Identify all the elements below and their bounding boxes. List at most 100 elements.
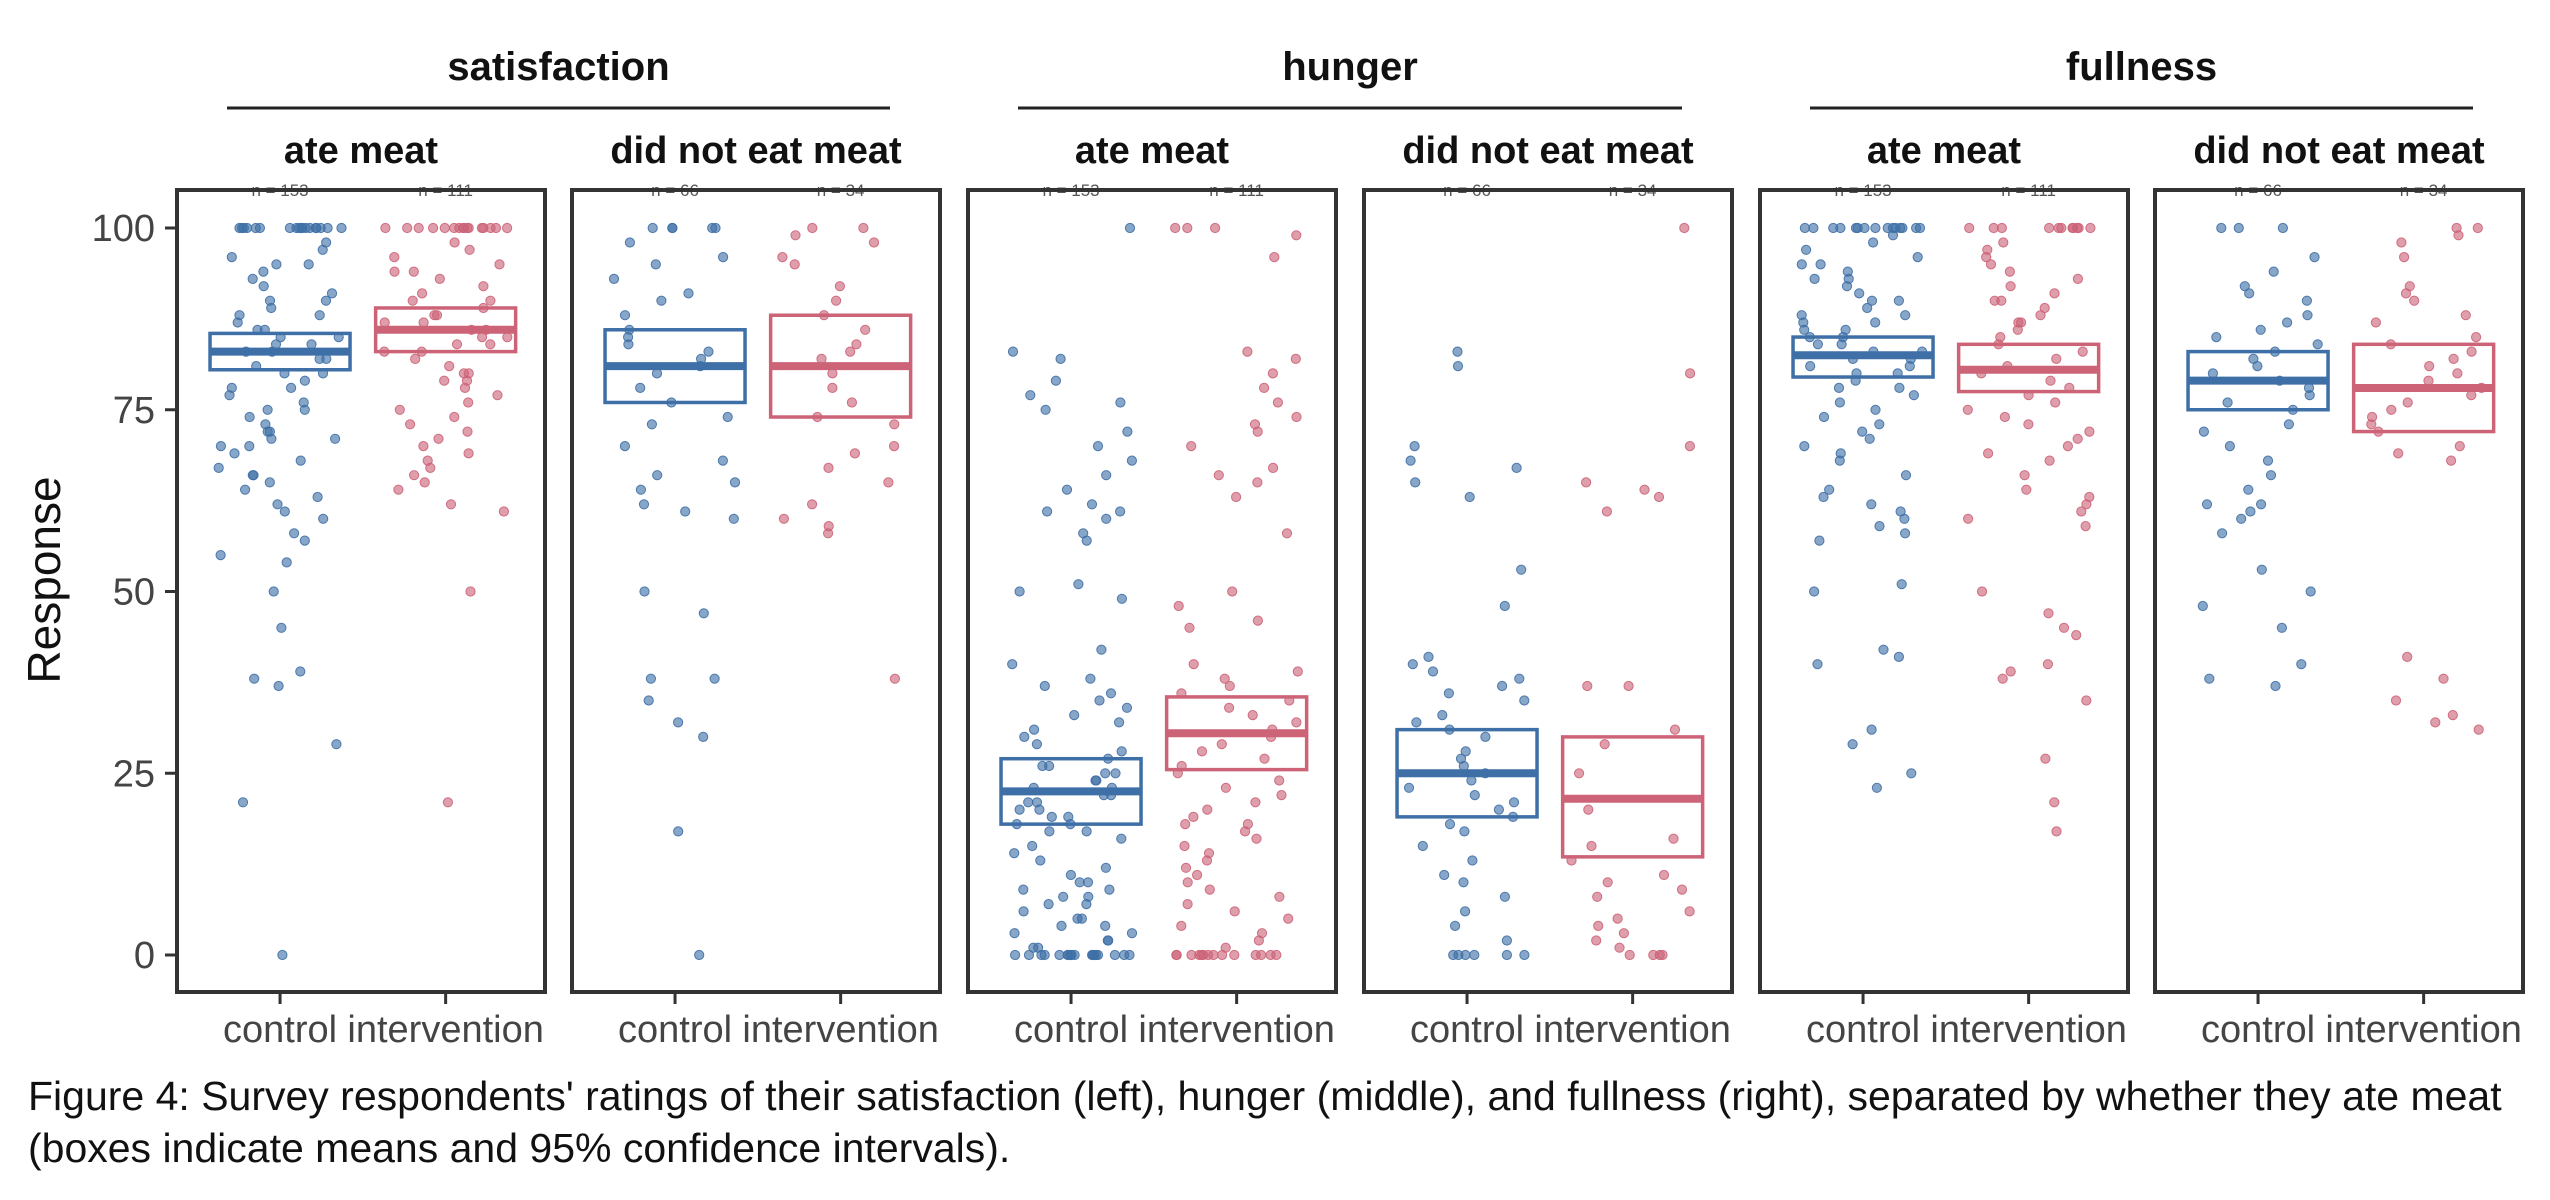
data-point: [1866, 499, 1877, 510]
data-point: [463, 397, 474, 408]
data-point: [1074, 877, 1085, 888]
data-point: [1031, 739, 1043, 750]
data-point: [2004, 266, 2016, 277]
data-point: [1493, 804, 1505, 815]
data-point: [2453, 230, 2464, 241]
data-point: [326, 288, 338, 299]
data-point: [2077, 346, 2088, 357]
panel-frame: [2153, 188, 2525, 994]
data-point: [2239, 281, 2250, 292]
data-point: [1010, 949, 1021, 961]
data-point: [1104, 884, 1115, 895]
data-point: [889, 419, 900, 430]
data-point: [1029, 724, 1040, 735]
data-point: [1014, 586, 1025, 597]
data-point: [314, 310, 325, 321]
data-point: [1808, 222, 1819, 234]
data-point: [409, 470, 420, 481]
data-point: [464, 244, 475, 255]
data-point: [492, 390, 503, 401]
data-point: [1100, 862, 1112, 873]
data-point: [419, 477, 430, 488]
data-point: [2256, 499, 2267, 510]
data-point: [1833, 382, 1845, 393]
data-point: [1458, 760, 1469, 772]
data-point: [2071, 630, 2082, 641]
data-point: [1116, 833, 1127, 844]
data-point: [1274, 775, 1285, 786]
data-point: [643, 695, 654, 706]
data-point: [1217, 949, 1228, 961]
data-point: [2409, 295, 2420, 306]
data-point: [1653, 491, 1665, 503]
data-point: [1897, 222, 1908, 234]
y-axis-title: Response: [18, 476, 70, 683]
data-point: [1801, 244, 1812, 255]
data-point: [2386, 404, 2397, 415]
data-point: [1182, 222, 1193, 234]
data-point: [2400, 288, 2412, 299]
x-tick-label: control: [618, 1009, 732, 1051]
data-point: [1171, 949, 1182, 961]
data-point: [2447, 710, 2458, 721]
data-point: [2035, 310, 2046, 321]
data-point: [673, 717, 684, 728]
data-point: [289, 528, 300, 539]
data-point: [1035, 855, 1046, 866]
data-point: [1276, 790, 1287, 801]
data-point: [1818, 491, 1829, 503]
data-point: [1259, 753, 1270, 764]
data-point: [1009, 848, 1020, 859]
data-point: [2224, 441, 2235, 452]
data-point: [1592, 891, 1603, 902]
data-point: [1201, 855, 1213, 866]
data-point: [1188, 659, 1199, 670]
data-point: [1583, 804, 1594, 815]
data-point: [1182, 877, 1193, 888]
data-point: [816, 353, 827, 364]
data-point: [1981, 252, 1992, 263]
data-point: [1669, 724, 1681, 735]
data-point: [232, 317, 243, 328]
data-point: [2396, 237, 2407, 248]
data-point: [1814, 535, 1825, 546]
data-point: [1601, 506, 1613, 517]
data-point: [1044, 826, 1055, 837]
data-point: [286, 382, 297, 393]
data-point: [1501, 935, 1513, 946]
data-point: [2072, 273, 2083, 284]
data-point: [1216, 739, 1227, 750]
data-point: [1679, 222, 1690, 234]
data-point: [2423, 375, 2434, 386]
data-point: [295, 666, 306, 677]
data-point: [652, 470, 663, 481]
data-point: [459, 382, 471, 393]
data-point: [1096, 644, 1107, 655]
x-tick-label: intervention: [2325, 1009, 2521, 1051]
data-point: [1805, 361, 1816, 372]
data-point: [624, 237, 636, 248]
data-point: [2282, 317, 2293, 328]
data-point: [2472, 222, 2483, 234]
data-point: [1291, 230, 1302, 241]
data-point: [485, 295, 496, 306]
data-point: [2198, 426, 2209, 437]
data-point: [407, 295, 418, 306]
data-point: [1868, 237, 1879, 248]
data-point: [1480, 731, 1491, 743]
data-point: [2256, 564, 2267, 575]
data-point: [1173, 600, 1184, 612]
data-point: [1464, 491, 1475, 503]
data-point: [1025, 390, 1036, 401]
data-point: [1403, 782, 1415, 793]
data-point: [2056, 222, 2067, 234]
data-point: [1081, 899, 1092, 910]
data-point: [1427, 666, 1439, 677]
data-point: [476, 222, 487, 234]
data-point: [1899, 513, 1910, 524]
data-point: [1516, 564, 1527, 575]
data-point: [2051, 826, 2062, 837]
data-point: [1170, 222, 1181, 234]
